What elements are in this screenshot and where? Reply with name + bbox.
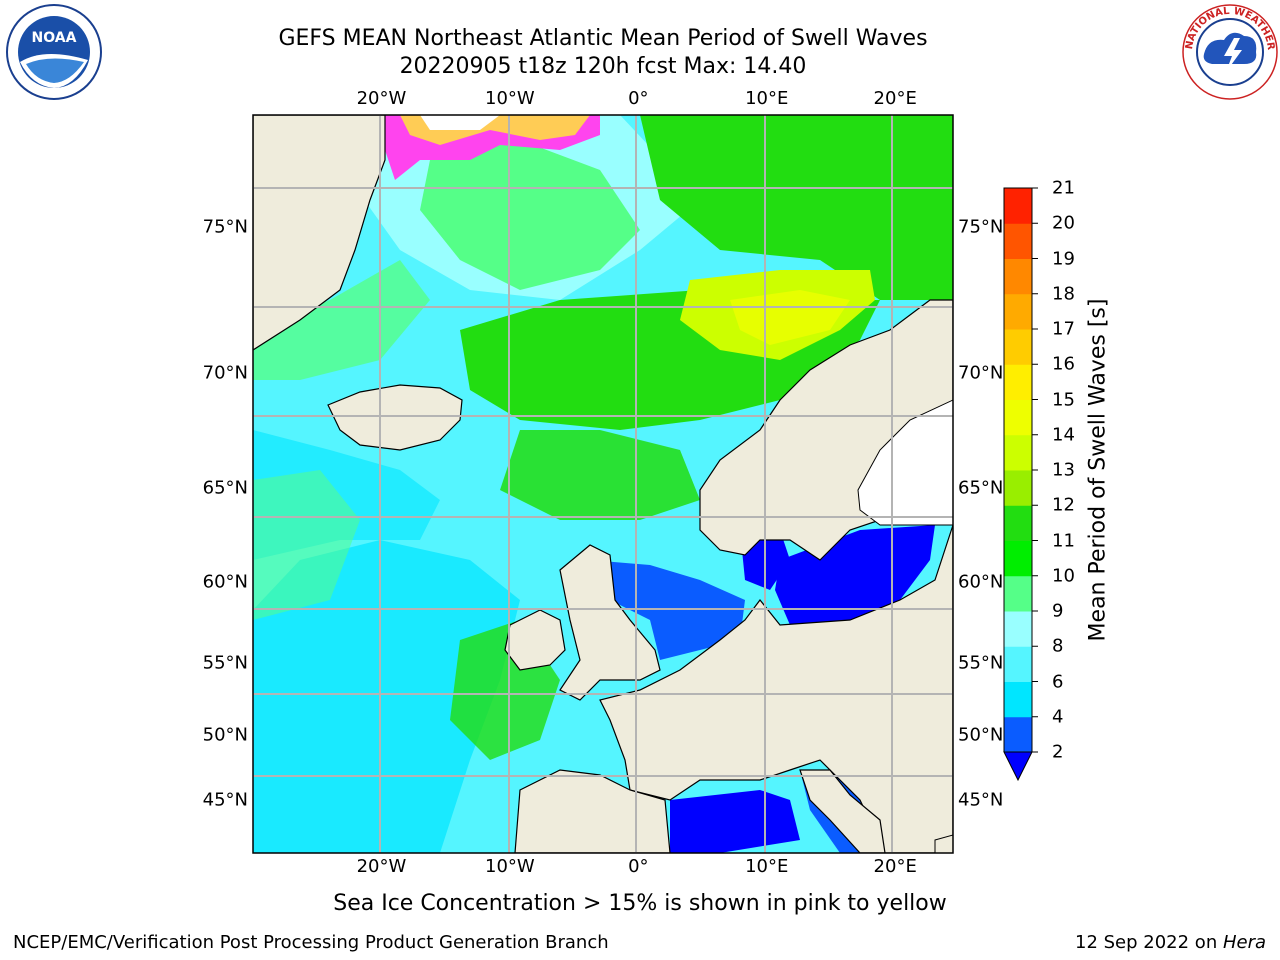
colorbar-tick-label: 6 bbox=[1052, 671, 1064, 692]
colorbar-tick-label: 4 bbox=[1052, 706, 1064, 728]
colorbar-segment bbox=[1004, 258, 1032, 295]
latitude-label-right: 75°N bbox=[958, 216, 1004, 238]
map-plot-area bbox=[253, 115, 953, 853]
colorbar-label: Mean Period of Swell Waves [s] bbox=[1085, 298, 1111, 642]
longitude-label-top: 0° bbox=[628, 88, 649, 109]
colorbar-segment bbox=[1004, 399, 1032, 436]
land-balkans bbox=[934, 834, 953, 853]
colorbar-tick-label: 12 bbox=[1052, 494, 1075, 516]
colorbar-segment bbox=[1004, 470, 1032, 506]
colorbar-segment bbox=[1004, 293, 1032, 330]
land-iberia bbox=[514, 769, 671, 853]
latitude-label-left: 50°N bbox=[202, 724, 248, 746]
colorbar-tick-label: 14 bbox=[1052, 424, 1075, 446]
latitude-label-left: 70°N bbox=[202, 362, 248, 384]
latitude-label-left: 55°N bbox=[202, 652, 248, 674]
colorbar-segment bbox=[1004, 681, 1032, 718]
latitude-label-left: 45°N bbox=[202, 789, 248, 811]
latitude-label-right: 65°N bbox=[958, 477, 1004, 499]
colorbar-segment bbox=[1004, 329, 1032, 365]
chart-title: GEFS MEAN Northeast Atlantic Mean Period… bbox=[278, 26, 928, 51]
colorbar-tick-label: 21 bbox=[1052, 177, 1075, 199]
colorbar-segment bbox=[1004, 188, 1032, 224]
colorbar-tick-label: 11 bbox=[1052, 530, 1075, 551]
latitude-label-right: 60°N bbox=[958, 571, 1004, 593]
longitude-label-bottom: 0° bbox=[628, 856, 649, 877]
longitude-label-bottom: 20°W bbox=[356, 856, 407, 877]
swell-region-green-faroe bbox=[500, 430, 700, 520]
graticule bbox=[253, 115, 953, 853]
land-greenland bbox=[253, 115, 386, 351]
longitude-label-top: 10°E bbox=[745, 88, 789, 109]
land-italy bbox=[799, 769, 886, 853]
colorbar-tick-label: 9 bbox=[1052, 600, 1064, 622]
sea-ice-note: Sea Ice Concentration > 15% is shown in … bbox=[333, 891, 947, 916]
colorbar-segment bbox=[1004, 716, 1032, 753]
colorbar-tick-label: 15 bbox=[1052, 389, 1075, 410]
noaa-logo-text: NOAA bbox=[32, 30, 77, 46]
latitude-label-left: 75°N bbox=[202, 216, 248, 238]
land-iceland bbox=[327, 384, 463, 451]
colorbar-segment bbox=[1004, 540, 1032, 577]
colorbar-tick-label: 18 bbox=[1052, 283, 1075, 305]
latitude-label-right: 45°N bbox=[958, 789, 1004, 811]
date-text: 12 Sep 2022 on bbox=[1075, 932, 1223, 953]
colorbar-extend-triangle bbox=[1003, 751, 1033, 782]
swell-region-green-north bbox=[640, 115, 953, 300]
swell-region-mediterranean bbox=[670, 790, 800, 853]
colorbar-segment bbox=[1004, 434, 1032, 471]
noaa-logo: NOAA bbox=[6, 4, 102, 100]
colorbar-segment bbox=[1004, 223, 1032, 259]
colorbar-segment bbox=[1004, 575, 1032, 612]
swell-region-cyan bbox=[253, 540, 520, 853]
colorbar-tick-label: 20 bbox=[1052, 212, 1075, 234]
longitude-label-top: 20°W bbox=[356, 88, 407, 109]
longitude-label-top: 10°W bbox=[485, 88, 535, 109]
colorbar-segment bbox=[1004, 611, 1032, 647]
colorbar bbox=[1003, 187, 1038, 782]
colorbar-tick-label: 2 bbox=[1052, 741, 1064, 763]
sea-ice-pack bbox=[420, 115, 500, 130]
latitude-label-left: 65°N bbox=[202, 477, 248, 499]
longitude-label-bottom: 10°W bbox=[485, 856, 535, 877]
swell-region-lightgreen bbox=[420, 140, 640, 290]
latitude-label-left: 60°N bbox=[202, 571, 248, 593]
colorbar-tick-label: 10 bbox=[1052, 565, 1075, 587]
map-frame bbox=[252, 114, 954, 854]
colorbar-tick-label: 19 bbox=[1052, 248, 1075, 269]
latitude-label-right: 55°N bbox=[958, 652, 1004, 674]
credit-line: NCEP/EMC/Verification Post Processing Pr… bbox=[13, 932, 609, 953]
host-name: Hera bbox=[1222, 932, 1266, 953]
chart-subtitle: 20220905 t18z 120h fcst Max: 14.40 bbox=[399, 54, 807, 79]
swell-region-lightgreen-greenland bbox=[253, 260, 430, 380]
nws-logo: NATIONAL WEATHER SERVICE bbox=[1180, 2, 1278, 100]
colorbar-segment bbox=[1004, 505, 1032, 541]
land-ireland bbox=[504, 609, 566, 671]
latitude-label-right: 50°N bbox=[958, 724, 1004, 746]
latitude-label-right: 70°N bbox=[958, 362, 1004, 384]
colorbar-tick-label: 13 bbox=[1052, 459, 1075, 481]
gulf-of-bothnia-ice bbox=[857, 399, 953, 526]
swell-region-lightgreen-west bbox=[253, 470, 360, 620]
colorbar-tick-label: 17 bbox=[1052, 318, 1075, 340]
colorbar-tick-label: 8 bbox=[1052, 635, 1064, 657]
colorbar-segment bbox=[1004, 364, 1032, 400]
date-line: 12 Sep 2022 on Hera bbox=[1075, 932, 1266, 953]
longitude-label-bottom: 20°E bbox=[873, 856, 917, 877]
colorbar-tick-label: 16 bbox=[1052, 353, 1075, 375]
longitude-label-bottom: 10°E bbox=[745, 856, 789, 877]
colorbar-segment bbox=[1004, 646, 1032, 682]
swell-region-yellow bbox=[730, 290, 850, 345]
longitude-label-top: 20°E bbox=[873, 88, 917, 109]
